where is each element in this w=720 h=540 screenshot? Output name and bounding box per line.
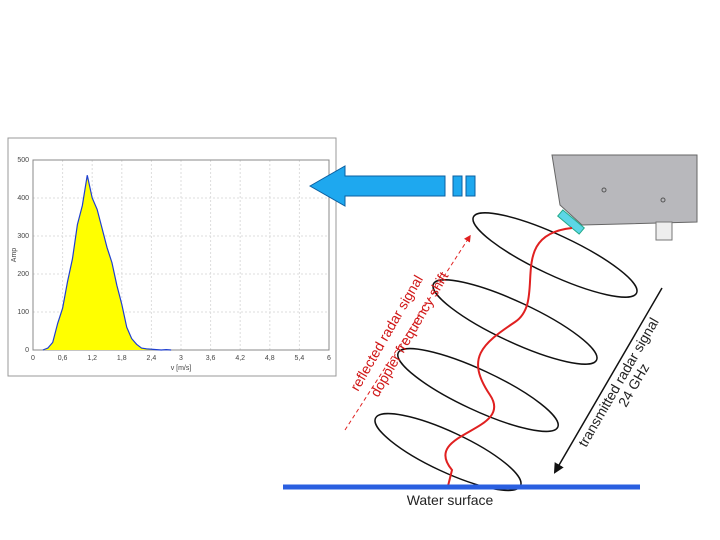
x-tick-label: 3	[179, 355, 183, 362]
arrow-dash	[465, 175, 476, 197]
antenna	[556, 209, 586, 235]
x-tick-label: 1,2	[87, 355, 97, 362]
chart: 0 100 200 300 400 500 0 0,6 1,2 1,8 2,4 3 3,6 4,2 4,8 5…	[11, 157, 331, 372]
area	[42, 175, 172, 350]
line	[42, 175, 172, 351]
y-tick-label: 0	[25, 347, 29, 354]
x-tick-label: 2,4	[147, 355, 157, 362]
arrow-dash	[452, 175, 463, 197]
y-tick-label: 300	[17, 233, 29, 240]
y-tick-label: 500	[17, 157, 29, 164]
x-tick-label: 5,4	[295, 355, 305, 362]
transmitted-wave	[374, 212, 638, 492]
radar-device	[551, 154, 698, 226]
y-tick-label: 400	[17, 195, 29, 202]
y-axis-label: Amp	[11, 248, 18, 263]
x-axis-label: v [m/s]	[171, 365, 192, 372]
transmitted-label: transmitted radar signal	[575, 315, 662, 450]
reflected-wave	[444, 227, 573, 487]
transmitted-arrow	[553, 287, 663, 474]
reflected-arrow	[344, 234, 471, 431]
x-tick-label: 0,6	[58, 355, 68, 362]
screw	[601, 187, 607, 193]
x-tick-label: 1,8	[117, 355, 127, 362]
plot-area	[32, 159, 330, 351]
x-tick-label: 0	[31, 355, 35, 362]
y-tick-label: 200	[17, 271, 29, 278]
screw	[660, 197, 666, 203]
y-tick-label: 100	[17, 309, 29, 316]
arrow	[308, 165, 446, 207]
x-tick-label: 4,8	[265, 355, 275, 362]
connector	[655, 221, 673, 241]
x-tick-label: 4,2	[235, 355, 245, 362]
x-tick-label: 3,6	[206, 355, 216, 362]
surface-label: Water surface	[407, 492, 494, 508]
x-tick-label: 6	[327, 355, 331, 362]
